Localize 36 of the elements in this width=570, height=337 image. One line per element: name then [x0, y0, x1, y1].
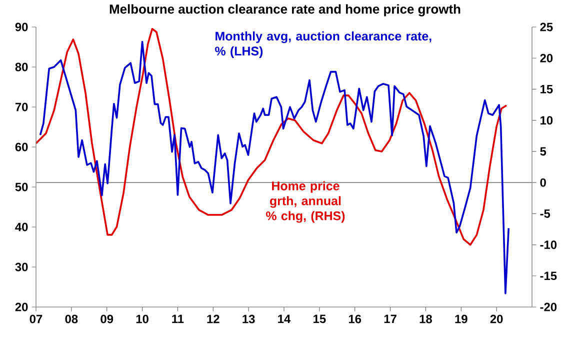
x-tick-label: 19 — [455, 314, 468, 324]
x-tick-label: 10 — [136, 314, 148, 324]
y-tick-label: 60 — [15, 142, 28, 152]
y-tick-label: 70 — [15, 102, 28, 112]
y2-tick-label: 5 — [540, 147, 546, 156]
x-tick-label: 18 — [420, 314, 432, 324]
y2-tick-label: -15 — [540, 272, 557, 280]
chart-title: Melbourne auction clearance rate and home price growth — [110, 4, 460, 16]
y2-tick-label: 20 — [540, 54, 553, 62]
x-tick-label: 14 — [278, 314, 291, 323]
y2-tick-label: -10 — [540, 240, 557, 249]
series-label: Home price grth, annual % chg, (RHS) — [266, 181, 345, 223]
y2-tick-label: -5 — [540, 210, 550, 218]
y2-tick-label: 0 — [540, 178, 546, 187]
x-tick-label: 17 — [384, 314, 396, 323]
y-tick-label: 30 — [15, 262, 28, 272]
x-tick-label: 08 — [65, 314, 78, 324]
x-tick-label: 13 — [242, 314, 255, 324]
y-tick-label: 50 — [15, 182, 28, 192]
y-tick-label: 80 — [15, 62, 28, 72]
y-tick-label: 20 — [15, 302, 28, 312]
y2-tick-label: 25 — [540, 22, 553, 32]
x-tick-label: 16 — [348, 314, 362, 324]
x-tick-label: 07 — [30, 314, 42, 324]
x-tick-label: 09 — [100, 314, 114, 324]
y2-tick-label: 15 — [540, 85, 553, 94]
y2-tick-label: 10 — [540, 116, 553, 125]
x-tick-label: 20 — [490, 314, 503, 324]
text: Monthly avg, auction clearance rate, % (LHS) — [215, 31, 432, 58]
y2-tick-label: -20 — [540, 302, 557, 312]
x-tick-label: 15 — [314, 314, 326, 324]
line-series — [35, 28, 508, 246]
y-tick-label: 40 — [15, 222, 28, 232]
x-tick-label: 11 — [172, 314, 184, 323]
y-tick-label: 90 — [15, 22, 28, 32]
x-tick-label: 12 — [207, 314, 220, 324]
